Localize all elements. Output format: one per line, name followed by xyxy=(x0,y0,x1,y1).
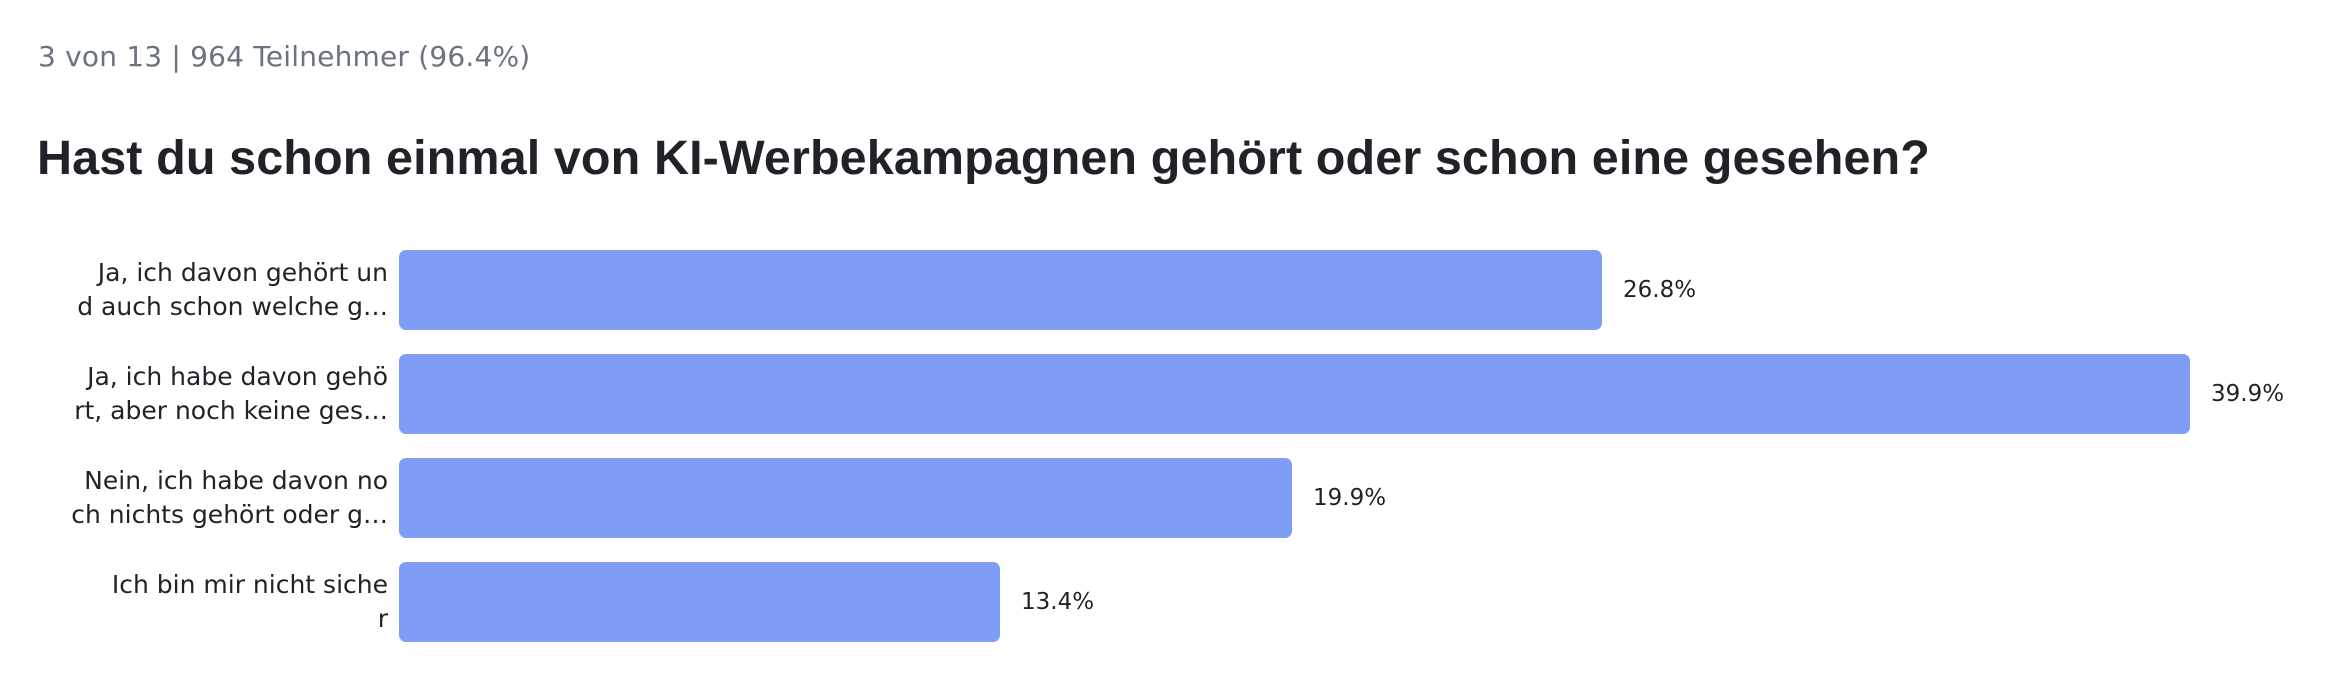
bar xyxy=(399,458,1292,538)
bar-category-label-line: Nein, ich habe davon no xyxy=(84,466,388,495)
poll-meta: 3 von 13 | 964 Teilnehmer (96.4%) xyxy=(38,40,531,73)
bar-value-label: 26.8% xyxy=(1623,277,1697,303)
bar-category-label-line: rt, aber noch keine ges… xyxy=(74,396,388,425)
bar-value-label: 39.9% xyxy=(2211,381,2285,407)
bar-value-label: 19.9% xyxy=(1313,485,1387,511)
bar-category-label-line: Ja, ich davon gehört un xyxy=(97,258,388,287)
bar-category-label: Ja, ich habe davon gehö rt, aber noch kei… xyxy=(28,360,388,428)
bar-category-label-line: ch nichts gehört oder g… xyxy=(71,500,388,529)
bar xyxy=(399,354,2190,434)
bar-category-label: Ja, ich davon gehört un d auch schon welc… xyxy=(28,256,388,324)
bar-value-label: 13.4% xyxy=(1021,589,1095,615)
bar xyxy=(399,250,1602,330)
bar-category-label-line: Ich bin mir nicht siche xyxy=(111,570,388,599)
bar-category-label: Nein, ich habe davon no ch nichts gehört … xyxy=(28,464,388,532)
question-title: Hast du schon einmal von KI-Werbekampagn… xyxy=(37,131,1930,186)
bar-category-label-line: r xyxy=(377,604,388,633)
bar-category-label-line: d auch schon welche g… xyxy=(77,292,388,321)
bar-category-label: Ich bin mir nicht siche r xyxy=(28,568,388,636)
bar xyxy=(399,562,1000,642)
bar-category-label-line: Ja, ich habe davon gehö xyxy=(87,362,388,391)
